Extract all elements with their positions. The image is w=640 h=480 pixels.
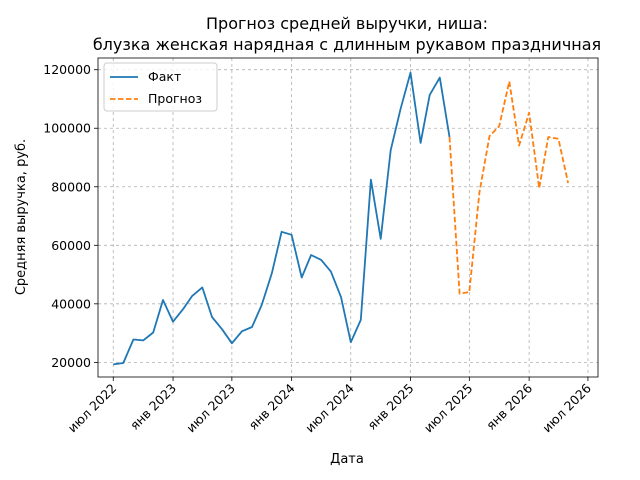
legend-label-fact: Факт <box>148 69 181 84</box>
plot-frame <box>97 57 599 378</box>
plot-series <box>113 71 569 366</box>
x-tick-label: июл 2025 <box>421 381 476 436</box>
x-axis-ticks: июл 2022 янв 2023 июл 2023 янв 2024 июл 2024… <box>65 377 594 435</box>
x-tick-label: июл 2023 <box>183 381 238 436</box>
series-line-fact <box>113 71 451 366</box>
x-tick-label: июл 2026 <box>539 380 594 435</box>
y-tick-label: 20000 <box>51 355 91 370</box>
chart-title: Прогноз средней выручки, ниша: <box>206 14 488 33</box>
x-axis-label: Дата <box>330 452 364 467</box>
y-axis-ticks: 20000 40000 60000 80000 100000 120000 <box>43 62 98 370</box>
grid <box>98 58 598 377</box>
legend-box <box>103 62 218 112</box>
legend: Факт Прогноз <box>103 62 218 112</box>
y-tick-label: 120000 <box>43 62 91 77</box>
y-axis-label: Средняя выручка, руб. <box>14 139 29 295</box>
x-tick-label: июл 2024 <box>302 380 357 435</box>
x-tick-label: янв 2026 <box>483 380 535 432</box>
x-tick-label: янв 2023 <box>127 381 179 433</box>
y-tick-label: 100000 <box>43 121 91 136</box>
y-tick-label: 60000 <box>51 238 91 253</box>
x-tick-label: июл 2022 <box>65 381 120 436</box>
series-line-forecast <box>448 80 569 295</box>
chart-subtitle: блузка женская нарядная с длинным рукаво… <box>93 35 601 54</box>
y-tick-label: 80000 <box>51 179 91 194</box>
legend-label-forecast: Прогноз <box>148 91 202 106</box>
x-tick-label: янв 2025 <box>364 381 416 433</box>
x-tick-label: янв 2024 <box>246 380 298 432</box>
y-tick-label: 40000 <box>51 296 91 311</box>
